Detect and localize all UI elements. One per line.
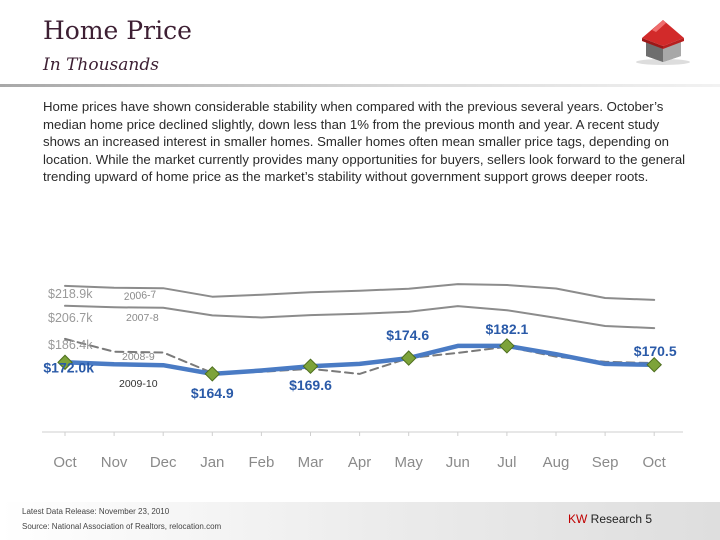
series-line-2009-10 bbox=[62, 343, 657, 377]
data-value-label: $169.6 bbox=[289, 377, 332, 393]
series-line-2006-7 bbox=[64, 283, 656, 301]
x-tick-label: Apr bbox=[348, 454, 371, 471]
brand-label: KW Research 5 bbox=[568, 512, 652, 526]
release-date: Latest Data Release: November 23, 2010 bbox=[22, 507, 170, 516]
series-name-label: 2009-10 bbox=[119, 378, 158, 390]
footer-band bbox=[0, 502, 720, 540]
x-tick-label: Oct bbox=[53, 454, 77, 471]
data-point-marker bbox=[204, 366, 221, 382]
x-tick-label: Jun bbox=[446, 454, 470, 471]
series-start-label: $186.4k bbox=[48, 338, 93, 352]
page-title: Home Price bbox=[43, 16, 192, 45]
x-tick-label: Jan bbox=[200, 454, 224, 471]
data-value-label: $172.0k bbox=[43, 359, 94, 375]
house-logo-icon bbox=[636, 20, 690, 65]
brand-kw: KW bbox=[568, 512, 588, 526]
series-line-2007-8 bbox=[64, 304, 656, 330]
data-value-label: $174.6 bbox=[386, 327, 429, 343]
data-point-marker bbox=[57, 354, 73, 371]
series-name-label: 2008-9 bbox=[122, 351, 155, 363]
data-source: Source: National Association of Realtors… bbox=[22, 522, 222, 531]
data-point-marker bbox=[499, 338, 515, 354]
x-tick-label: Jul bbox=[497, 454, 516, 471]
page-subtitle: In Thousands bbox=[43, 55, 159, 75]
home-price-chart: Oct Nov Dec Jan Feb Mar Apr May Jun Jul Aug Sep Oct $… bbox=[42, 283, 683, 471]
brand-rest: Research 5 bbox=[587, 512, 653, 526]
x-tick-label: Nov bbox=[101, 454, 128, 471]
series-start-label: $218.9k bbox=[48, 287, 93, 301]
x-tick-label: Sep bbox=[592, 454, 619, 471]
data-point-marker bbox=[400, 350, 417, 366]
data-point-marker bbox=[302, 358, 319, 375]
header-divider bbox=[0, 84, 720, 87]
x-tick-label: Aug bbox=[543, 454, 570, 471]
series-name-label: 2006-7 bbox=[123, 289, 157, 303]
x-tick-label: May bbox=[395, 454, 424, 471]
data-value-label: $182.1 bbox=[485, 321, 528, 337]
data-value-label: $164.9 bbox=[191, 385, 234, 401]
commentary-text: Home prices have shown considerable stab… bbox=[43, 99, 686, 185]
series-name-label: 2007-8 bbox=[126, 312, 159, 324]
data-value-label: $170.5 bbox=[634, 343, 677, 359]
series-start-label: $206.7k bbox=[48, 311, 93, 325]
x-tick-label: Oct bbox=[643, 454, 667, 471]
x-tick-label: Feb bbox=[248, 454, 274, 471]
x-tick-label: Dec bbox=[150, 454, 177, 471]
data-point-marker bbox=[646, 356, 662, 373]
x-tick-label: Mar bbox=[298, 454, 324, 471]
series-line-2008-9 bbox=[64, 337, 656, 375]
